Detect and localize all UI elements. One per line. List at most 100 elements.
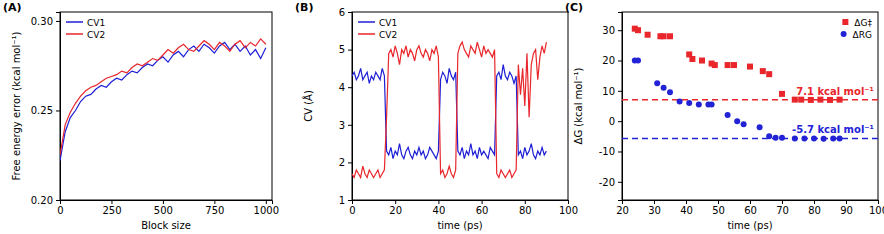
tick-label: 250 — [102, 205, 121, 216]
tick-mark — [482, 200, 483, 204]
tick-mark — [395, 200, 396, 204]
plot-frame — [60, 12, 272, 200]
data-point — [792, 135, 798, 141]
data-point — [645, 32, 651, 38]
tick-label: 0 — [57, 205, 63, 216]
tick-label: 2 — [339, 157, 345, 168]
tick-mark — [782, 200, 783, 204]
tick-mark — [56, 110, 60, 111]
legend-label: CV2 — [87, 30, 105, 40]
tick: 60 — [476, 200, 489, 216]
tick-mark — [686, 200, 687, 204]
tick-mark — [266, 200, 267, 204]
tick-mark — [568, 200, 569, 204]
tick-mark — [618, 91, 622, 92]
tick-mark — [846, 200, 847, 204]
series-line — [60, 42, 266, 160]
legend-entry: ΔRG — [841, 30, 872, 40]
tick-label: 100 — [559, 205, 578, 216]
data-point — [757, 124, 763, 130]
tick-label: 0 — [609, 116, 615, 127]
legend: CV1CV2 — [66, 18, 105, 40]
x-axis: 2030405060708090100 — [616, 200, 884, 216]
legend-swatch — [66, 21, 83, 23]
data-point — [734, 118, 740, 124]
tick: 4 — [339, 82, 352, 93]
panel: 2030405060708090100-20-1001020307.1 kcal… — [565, 1, 884, 231]
tick-label: 5 — [339, 44, 345, 55]
axis-line — [61, 201, 273, 205]
panel: 020406080100123456(B)time (ps)CV (Å)CV1C… — [295, 1, 578, 231]
data-point — [696, 101, 702, 107]
tick: 0.30 — [31, 16, 60, 27]
tick: 20 — [616, 200, 629, 216]
reference-label: 7.1 kcal mol⁻¹ — [796, 86, 874, 97]
tick-label: 1000 — [254, 205, 279, 216]
tick: 50 — [712, 200, 725, 216]
tick: 80 — [808, 200, 821, 216]
tick: 40 — [433, 200, 446, 216]
data-point — [766, 71, 772, 77]
tick-label: 70 — [776, 205, 789, 216]
tick: 250 — [102, 200, 121, 216]
tick-label: 50 — [712, 205, 725, 216]
data-point — [712, 62, 718, 68]
tick: 30 — [602, 25, 622, 36]
tick-mark — [214, 200, 215, 204]
legend-label: CV2 — [379, 30, 397, 40]
tick-label: 750 — [205, 205, 224, 216]
tick-label: 80 — [519, 205, 532, 216]
data-point — [667, 89, 673, 95]
data-point — [741, 121, 747, 127]
panel: 025050075010000.200.250.30(A)Block sizeF… — [3, 1, 279, 231]
tick-mark — [750, 200, 751, 204]
tick-label: 20 — [602, 55, 615, 66]
tick-label: 80 — [808, 205, 821, 216]
data-point — [808, 97, 814, 103]
tick-mark — [618, 30, 622, 31]
tick: 5 — [339, 44, 352, 55]
plot-area — [622, 26, 878, 142]
tick: 0.20 — [31, 195, 60, 206]
data-point — [821, 136, 827, 142]
data-point — [830, 135, 836, 141]
data-point — [689, 56, 695, 62]
tick-label: 3 — [339, 120, 345, 131]
tick-mark — [56, 200, 60, 201]
x-axis-title: time (ps) — [727, 220, 772, 231]
tick-label: 0 — [349, 205, 355, 216]
data-point — [837, 135, 843, 141]
y-axis: -20-100102030 — [599, 13, 623, 201]
tick-label: 10 — [602, 86, 615, 97]
tick-label: 6 — [339, 7, 345, 18]
tick-mark — [111, 200, 112, 204]
legend-swatch — [841, 31, 847, 37]
tick-label: 0.20 — [31, 195, 53, 206]
data-point — [677, 98, 683, 104]
data-point — [779, 91, 785, 97]
data-point — [667, 33, 673, 39]
tick-label: 60 — [744, 205, 757, 216]
tick: 3 — [339, 120, 352, 131]
plot-area — [60, 39, 266, 161]
tick-label: 60 — [476, 205, 489, 216]
y-axis: 0.20 0.25 0.30 — [31, 13, 61, 206]
y-axis: 123456 — [339, 7, 353, 206]
legend-label: CV1 — [379, 18, 397, 28]
tick: -10 — [599, 146, 622, 157]
panel-title: (A) — [3, 1, 22, 14]
y-axis-title: Free energy error (kcal mol⁻¹) — [11, 31, 22, 180]
legend-label: ΔRG — [853, 30, 872, 40]
tick-label: 0.25 — [31, 105, 53, 116]
legend-swatch — [842, 19, 848, 25]
data-point — [686, 100, 692, 106]
legend-entry: CV1 — [66, 18, 105, 28]
figure: 025050075010000.200.250.30(A)Block sizeF… — [0, 0, 884, 234]
tick-label: 40 — [433, 205, 446, 216]
tick-label: 4 — [339, 82, 345, 93]
series-line — [60, 39, 266, 155]
tick-mark — [618, 182, 622, 183]
legend-swatch — [358, 33, 375, 35]
tick-mark — [654, 200, 655, 204]
data-point — [760, 68, 766, 74]
